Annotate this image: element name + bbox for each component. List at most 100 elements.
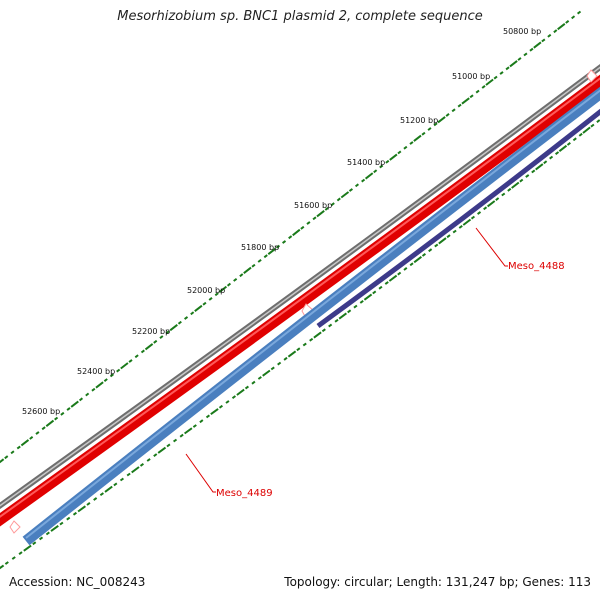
minor-tick xyxy=(483,206,488,211)
minor-tick xyxy=(566,142,571,146)
minor-tick xyxy=(576,10,582,15)
minor-tick xyxy=(78,397,84,402)
minor-tick xyxy=(32,541,37,546)
reverse-cds-track-2[interactable] xyxy=(316,104,600,329)
minor-tick xyxy=(372,290,377,295)
minor-tick xyxy=(457,103,462,108)
accession-text: Accession: NC_008243 xyxy=(9,575,146,589)
minor-tick xyxy=(126,472,131,477)
minor-tick xyxy=(39,536,44,541)
minor-tick xyxy=(330,202,335,207)
minor-tick xyxy=(469,94,474,99)
minor-tick xyxy=(531,169,536,174)
minor-tick xyxy=(231,395,237,399)
minor-tick xyxy=(244,385,250,390)
minor-tick xyxy=(306,221,311,225)
forward-cds-track[interactable] xyxy=(0,74,600,534)
major-tick xyxy=(262,369,271,377)
minor-tick xyxy=(239,273,244,278)
minor-tick xyxy=(529,47,534,52)
minor-tick xyxy=(324,207,329,211)
major-tick xyxy=(338,312,347,320)
minor-tick xyxy=(495,197,500,201)
minor-tick xyxy=(348,188,354,192)
major-tick xyxy=(413,134,422,142)
minor-tick xyxy=(481,85,486,89)
minor-tick xyxy=(385,159,390,164)
minor-tick xyxy=(288,235,293,240)
minor-tick xyxy=(233,278,238,282)
minor-tick xyxy=(99,492,104,497)
minor-tick xyxy=(4,455,9,460)
minor-tick xyxy=(16,445,21,450)
reverse-cds-highlight xyxy=(25,89,600,539)
major-tick xyxy=(388,274,398,282)
minor-tick xyxy=(596,119,600,123)
gene-boundary-arrow xyxy=(586,69,598,83)
minor-tick xyxy=(153,339,158,344)
minor-tick xyxy=(86,502,91,506)
minor-tick xyxy=(45,531,50,536)
minor-tick xyxy=(85,392,90,397)
minor-tick xyxy=(452,229,457,234)
scale-label: 51400 bp xyxy=(347,158,385,167)
minor-tick xyxy=(421,131,426,136)
gene-label-leader xyxy=(185,453,216,493)
major-tick xyxy=(77,505,86,513)
minor-tick xyxy=(300,225,305,230)
major-tick xyxy=(486,200,496,208)
minor-tick xyxy=(554,151,560,155)
minor-tick xyxy=(296,347,301,352)
major-tick xyxy=(267,247,277,255)
major-tick xyxy=(0,564,5,570)
minor-tick xyxy=(590,123,595,128)
minor-tick xyxy=(270,366,275,371)
minor-tick xyxy=(208,297,213,301)
minor-tick xyxy=(165,330,170,335)
minor-tick xyxy=(66,407,71,411)
minor-tick xyxy=(470,215,476,220)
minor-tick xyxy=(139,462,144,467)
minor-tick xyxy=(578,132,583,137)
minor-tick xyxy=(59,521,64,526)
minor-tick xyxy=(409,141,414,145)
inner-scale-track xyxy=(0,119,600,570)
gene-label-leader xyxy=(475,227,508,267)
major-tick xyxy=(363,293,373,301)
minor-tick xyxy=(505,66,510,71)
minor-tick xyxy=(119,477,124,482)
minor-tick xyxy=(397,271,402,276)
minor-tick xyxy=(572,137,577,142)
major-tick xyxy=(389,153,398,161)
minor-tick xyxy=(146,458,151,462)
minor-tick xyxy=(403,267,408,271)
major-tick xyxy=(437,116,446,124)
minor-tick xyxy=(312,216,317,221)
major-tick xyxy=(313,331,322,339)
minor-tick xyxy=(277,361,282,366)
gene-label-meso-4489[interactable]: Meso_4489 xyxy=(216,488,273,499)
minor-tick xyxy=(140,349,145,354)
minor-tick xyxy=(251,380,256,385)
major-tick xyxy=(509,60,518,68)
gene-label-meso-4488[interactable]: Meso_4488 xyxy=(508,261,565,272)
scale-label: 52200 bp xyxy=(132,327,170,336)
minor-tick xyxy=(475,89,480,94)
minor-tick xyxy=(183,316,189,320)
forward-cds-highlight xyxy=(0,77,600,518)
minor-tick xyxy=(10,450,15,455)
reverse-cds-track[interactable] xyxy=(22,86,600,546)
minor-tick xyxy=(476,211,482,215)
minor-tick xyxy=(409,262,414,267)
minor-tick xyxy=(257,376,262,380)
scale-label: 52400 bp xyxy=(77,367,115,376)
topology-summary: Topology: circular; Length: 131,247 bp; … xyxy=(284,575,591,589)
minor-tick xyxy=(60,411,65,416)
minor-tick xyxy=(281,240,287,244)
minor-tick xyxy=(493,75,498,80)
minor-tick xyxy=(433,122,438,127)
minor-tick xyxy=(525,174,530,178)
major-tick xyxy=(485,78,494,86)
minor-tick xyxy=(263,254,268,259)
